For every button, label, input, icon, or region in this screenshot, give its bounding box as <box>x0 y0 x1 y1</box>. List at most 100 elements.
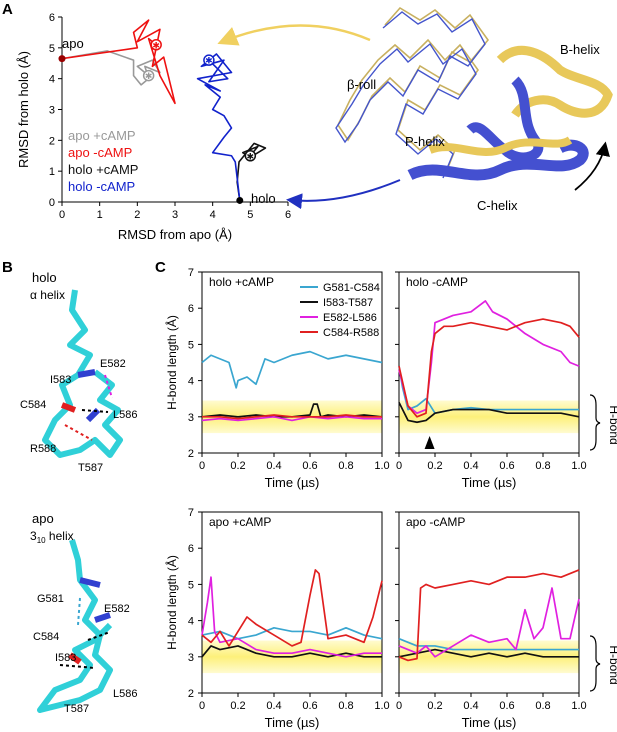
legend-entry: apo +cAMP <box>68 128 136 143</box>
x-tick-label: 0.2 <box>427 460 442 472</box>
y-tick-label: 5 <box>49 43 55 55</box>
x-tick-label: 1.0 <box>571 700 586 712</box>
holo-return-arrow <box>286 179 401 210</box>
x-tick-label: 0.8 <box>535 700 550 712</box>
x-tick-label: 0.4 <box>463 460 478 472</box>
apo-reference-point <box>58 55 66 63</box>
y-axis-title: H-bond length (Å) <box>164 555 179 650</box>
hbond-series-line <box>201 350 383 389</box>
hbond-series-line <box>398 300 580 415</box>
hbond-series-line <box>398 401 580 424</box>
legend-label: G581-C584 <box>323 282 380 294</box>
y-tick-label: 0 <box>49 197 55 209</box>
x-tick-label: 1.0 <box>374 460 389 472</box>
apo-subtitle-main: 3 <box>30 529 37 543</box>
plot-frame <box>201 511 383 694</box>
x-tick-label: 0.4 <box>463 700 478 712</box>
y-tick-label: 4 <box>188 376 194 388</box>
trajectory-endpoint-marker <box>203 54 215 66</box>
holo-residue-e582: E582 <box>100 358 126 370</box>
trajectory-endpoint-marker <box>244 150 257 162</box>
x-tick-label: 0.2 <box>427 700 442 712</box>
trajectory-endpoint-star: ✱ <box>247 151 255 161</box>
hbond-plot-holo-minus-camp: 0 0.2 0.4 0.6 0.8 1.0 Time (µs) holo -cAMP <box>395 271 587 490</box>
trajectory-line <box>196 53 241 201</box>
y-tick-label: 3 <box>188 652 194 664</box>
holo-model-title: holo <box>32 270 57 285</box>
apo-residue-t587: T587 <box>64 703 89 715</box>
apo-subtitle-sub: 10 <box>37 536 46 545</box>
y-tick-label: 3 <box>49 105 55 117</box>
holo-residue-i583: I583 <box>50 374 71 386</box>
hbond-series-line <box>398 569 580 662</box>
x-tick-label: 6 <box>285 209 291 221</box>
holo-residue-l586: L586 <box>113 409 137 421</box>
x-tick-label: 0 <box>396 700 402 712</box>
x-tick-label: 1.0 <box>374 700 389 712</box>
y-tick-label: 6 <box>49 12 55 24</box>
apo-model-title: apo <box>32 511 54 526</box>
y-tick-label: 5 <box>188 339 194 351</box>
apo-point-label: apo <box>62 36 84 51</box>
x-tick-label: 0.2 <box>230 460 245 472</box>
x-tick-label: 0 <box>199 460 205 472</box>
y-tick-label: 2 <box>188 688 194 700</box>
x-axis-title: Time (µs) <box>265 475 320 490</box>
holo-reference-point <box>236 196 244 204</box>
subplot-title: holo +cAMP <box>209 275 274 289</box>
x-tick-label: 3 <box>172 209 178 221</box>
rmsd-trajectory-plot: 0 1 2 3 4 5 6 0 1 2 3 4 5 6 RMSD from apo (Å) RMSD from… <box>16 12 291 242</box>
x-tick-label: 4 <box>210 209 216 221</box>
subplot-title: apo -cAMP <box>406 515 465 529</box>
x-tick-label: 0.2 <box>230 700 245 712</box>
legend-label: E582-L586 <box>323 312 377 324</box>
holo-residue-r588: R588 <box>30 443 56 455</box>
hbond-series-line <box>201 415 382 422</box>
x-tick-label: 0.8 <box>535 460 550 472</box>
y-tick-label: 4 <box>49 74 55 86</box>
panel-label-b: B <box>2 259 13 276</box>
holo-model-subtitle: α helix <box>30 288 65 302</box>
p-helix-label: P-helix <box>405 134 445 149</box>
holo-alpha-helix-model <box>42 289 123 458</box>
y-tick-label: 3 <box>188 412 194 424</box>
apo-residue-l586: L586 <box>113 688 137 700</box>
apo-subtitle-tail: helix <box>46 529 74 543</box>
hbond-plot-apo-minus-camp: 0 0.2 0.4 0.6 0.8 1.0 Time (µs) apo -cAMP <box>395 511 587 730</box>
trajectory-endpoint-marker <box>142 69 155 82</box>
y-tick-label: 2 <box>49 135 55 147</box>
panel-label-a: A <box>2 1 13 18</box>
legend-entry: holo +cAMP <box>68 162 138 177</box>
y-axis-title: RMSD from holo (Å) <box>16 51 31 168</box>
legend-entry: apo -cAMP <box>68 145 132 160</box>
x-tick-label: 0.8 <box>338 700 353 712</box>
beta-roll-label: β-roll <box>347 77 376 92</box>
apo-to-holo-arrow <box>217 24 371 46</box>
hbond-series-line <box>202 414 382 420</box>
apo-residue-e582: E582 <box>104 603 130 615</box>
hbond-label-top: H-bond <box>607 405 617 444</box>
apo-residue-g581: G581 <box>37 593 64 605</box>
x-tick-label: 0.6 <box>302 700 317 712</box>
c-helix-label: C-helix <box>477 198 518 213</box>
x-tick-label: 2 <box>134 209 140 221</box>
hbond-series-line <box>201 645 382 658</box>
trajectory-endpoint-star: ✱ <box>152 40 160 50</box>
trajectory-endpoint-star: ✱ <box>205 56 213 66</box>
apo-residue-i583: I583 <box>55 652 76 664</box>
x-tick-label: 0.6 <box>499 460 514 472</box>
hbond-series-line <box>201 626 383 640</box>
hbond-series-line <box>398 637 579 651</box>
apo-model-subtitle: 310 helix <box>30 529 74 545</box>
hbond-series-line <box>201 576 382 658</box>
x-axis-title: Time (µs) <box>265 715 320 730</box>
x-tick-label: 0 <box>396 460 402 472</box>
y-tick-label: 2 <box>188 448 194 460</box>
x-axis-title: Time (µs) <box>462 715 517 730</box>
legend-entry: holo -cAMP <box>68 179 135 194</box>
protein-structure-illustration <box>335 6 613 191</box>
transition-arrowhead <box>424 436 435 449</box>
trajectory-endpoint-marker <box>150 39 162 51</box>
subplot-title: holo -cAMP <box>406 275 468 289</box>
